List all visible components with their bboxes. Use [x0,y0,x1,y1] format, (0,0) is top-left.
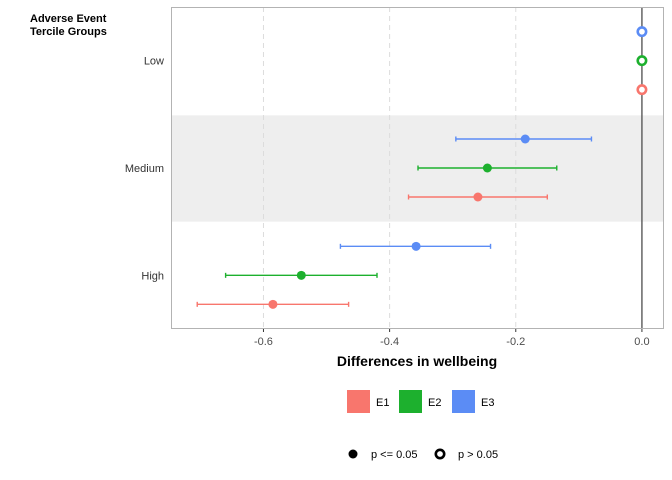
color-legend: E1 E2 E3 [347,390,494,413]
legend-label-e1: E1 [376,397,389,409]
point-e2-low [636,55,648,67]
shape-legend-filled-icon [348,449,358,459]
x-axis-title: Differences in wellbeing [337,353,497,369]
point-marker-filled [482,163,492,173]
point-marker-filled [411,241,421,251]
point-e1-high [196,299,350,309]
point-marker-filled [296,270,306,280]
plot-panel-border [171,7,664,329]
legend-swatch-e3 [452,390,475,413]
x-tick-label: 0.0 [634,336,649,348]
shape-legend-label: p <= 0.05 [371,449,418,461]
point-marker-hollow [636,84,648,96]
point-e3-high [339,241,492,251]
point-e1-medium [407,192,549,202]
point-marker-filled [473,192,483,202]
x-tick-label: -0.2 [506,336,525,348]
legend-swatch-e1 [347,390,370,413]
point-e1-low [636,84,648,96]
y-group-label-medium: Medium [125,163,164,175]
chart-title-line-2: Tercile Groups [30,26,107,38]
point-e3-low [636,26,648,38]
x-tick-label: -0.6 [254,336,273,348]
x-tick-label: -0.4 [380,336,399,348]
point-marker-hollow [636,26,648,38]
shape-legend-label: p > 0.05 [458,449,498,461]
shape-legend: p <= 0.05 p > 0.05 [348,448,498,461]
chart-title-line-1: Adverse Event [30,13,107,25]
legend-swatch-e2 [399,390,422,413]
legend-label-e3: E3 [481,397,494,409]
point-marker-filled [520,134,530,144]
y-group-label-high: High [141,270,164,282]
point-marker-filled [268,299,278,309]
point-e2-medium [417,163,558,173]
point-marker-hollow [636,55,648,67]
shape-legend-hollow-icon [434,448,446,460]
point-e2-high [224,270,378,280]
point-e3-medium [455,134,593,144]
legend-label-e2: E2 [428,397,441,409]
y-group-label-low: Low [144,56,164,68]
